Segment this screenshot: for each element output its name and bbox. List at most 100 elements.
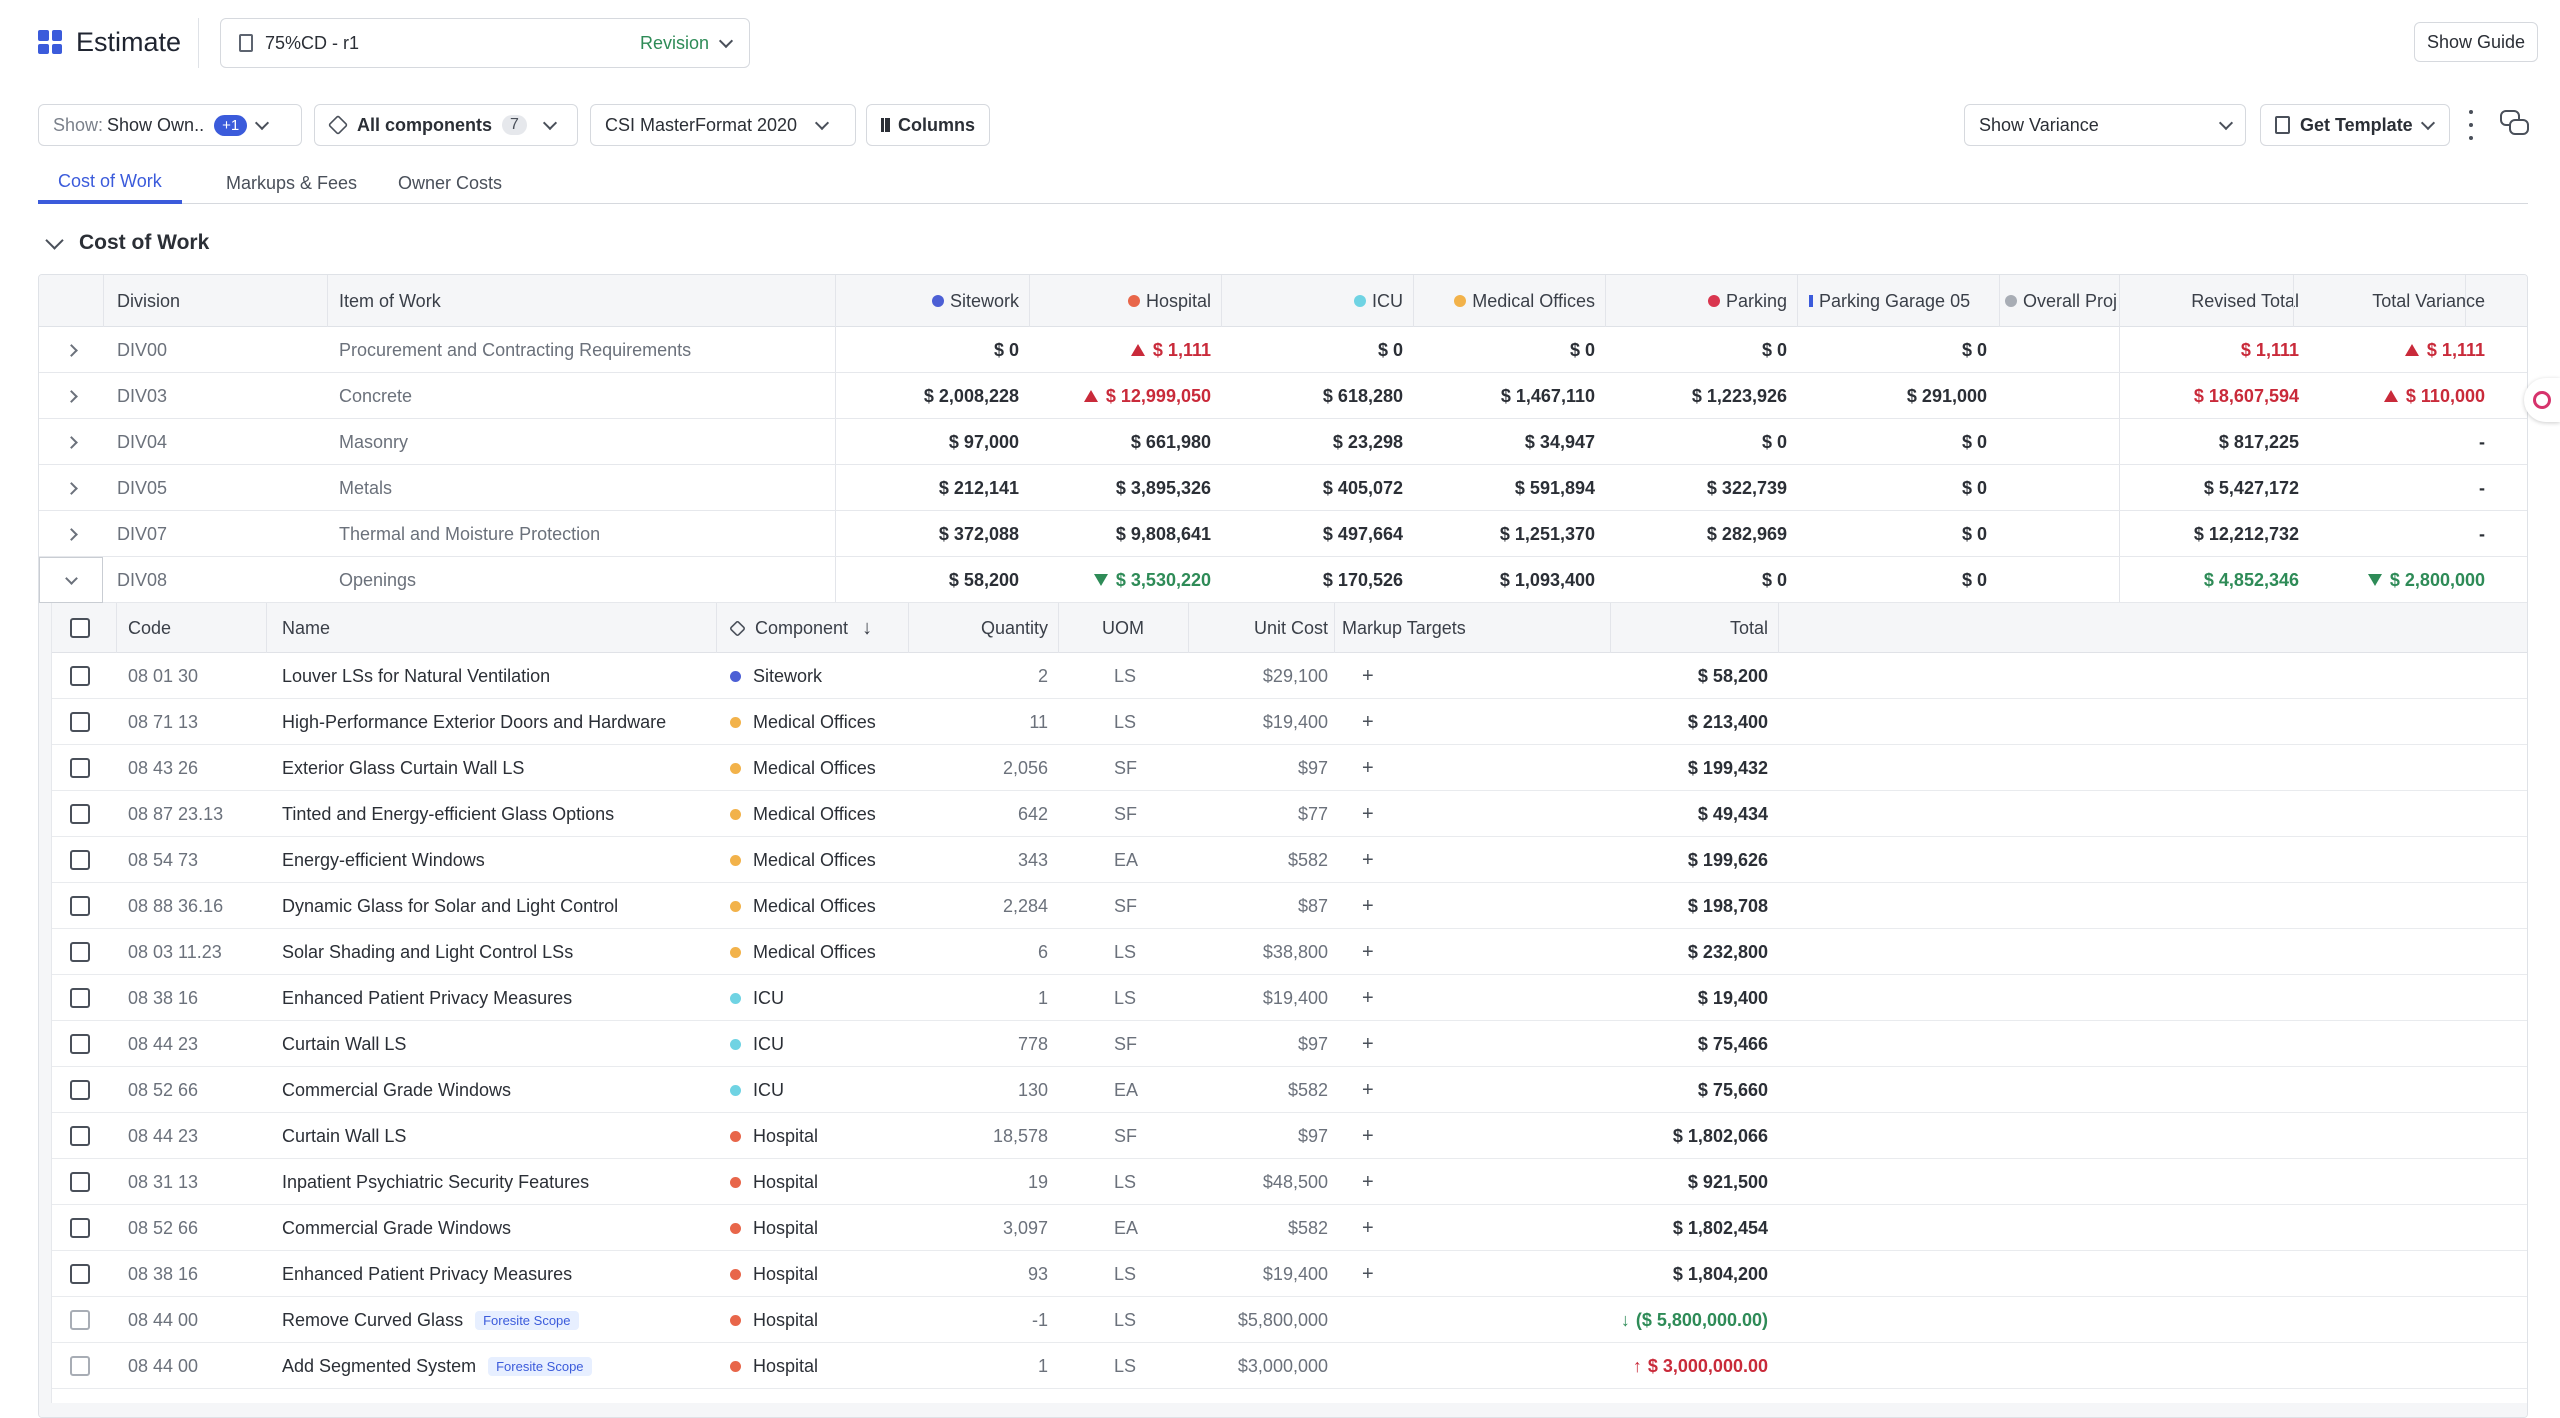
collapse-chevron-icon[interactable] <box>45 231 64 250</box>
row-select-cell[interactable] <box>70 1067 90 1113</box>
section-header[interactable]: Cost of Work <box>45 226 209 260</box>
cell-markup[interactable]: + <box>1362 883 1374 929</box>
cell-markup[interactable]: + <box>1362 1067 1374 1113</box>
columns-button[interactable]: Columns <box>866 104 990 146</box>
line-item-row[interactable]: 08 88 36.16 Dynamic Glass for Solar and L… <box>52 883 2527 929</box>
expand-row-icon[interactable] <box>39 327 103 373</box>
cell-markup[interactable]: + <box>1362 1113 1374 1159</box>
comments-icon[interactable] <box>2500 110 2530 138</box>
header-medical-offices[interactable]: Medical Offices <box>1417 275 1595 327</box>
cell-markup[interactable]: + <box>1362 837 1374 883</box>
row-select-cell[interactable] <box>70 1297 90 1343</box>
cell-markup[interactable]: + <box>1362 1205 1374 1251</box>
row-select-cell[interactable] <box>70 791 90 837</box>
row-checkbox[interactable] <box>70 758 90 778</box>
header-uom[interactable]: UOM <box>1102 617 1144 638</box>
row-select-cell[interactable] <box>70 837 90 883</box>
header-unit-cost[interactable]: Unit Cost <box>1253 617 1328 638</box>
line-item-row[interactable]: 08 43 26 Exterior Glass Curtain Wall LS Me… <box>52 745 2527 791</box>
row-checkbox[interactable] <box>70 1310 90 1330</box>
line-item-row[interactable]: 08 52 66 Commercial Grade Windows ICU 130 EA… <box>52 1067 2527 1113</box>
collapse-row-icon[interactable] <box>39 557 103 603</box>
tab-cost-of-work[interactable]: Cost of Work <box>38 162 182 204</box>
row-select-cell[interactable] <box>70 1343 90 1389</box>
header-total[interactable]: Total <box>1729 617 1768 638</box>
expand-row-icon[interactable] <box>39 373 103 419</box>
cell-markup[interactable]: + <box>1362 929 1374 975</box>
assistant-icon[interactable] <box>2524 378 2560 422</box>
row-checkbox[interactable] <box>70 804 90 824</box>
row-select-cell[interactable] <box>70 699 90 745</box>
line-item-row[interactable]: 08 38 16 Enhanced Patient Privacy Measure… <box>52 1251 2527 1297</box>
header-total-variance[interactable]: Total Variance <box>2372 290 2485 311</box>
row-select-cell[interactable] <box>70 653 90 699</box>
cell-markup[interactable]: + <box>1362 791 1374 837</box>
row-select-cell[interactable] <box>70 883 90 929</box>
expand-row-icon[interactable] <box>39 419 103 465</box>
cell-markup[interactable]: + <box>1362 1021 1374 1067</box>
cell-markup[interactable]: + <box>1362 975 1374 1021</box>
header-parking[interactable]: Parking <box>1609 275 1787 327</box>
header-hospital[interactable]: Hospital <box>1033 275 1211 327</box>
header-item-of-work[interactable]: Item of Work <box>339 290 441 311</box>
line-item-row[interactable]: 08 54 73 Energy-efficient Windows Medical … <box>52 837 2527 883</box>
row-select-cell[interactable] <box>70 1113 90 1159</box>
division-row[interactable]: DIV07 Thermal and Moisture Protection $ 37… <box>39 511 2527 557</box>
row-select-cell[interactable] <box>70 1021 90 1067</box>
division-row[interactable]: DIV08 Openings $ 58,200 $ 3,530,220 $ 170,52… <box>39 557 2527 603</box>
line-item-row[interactable]: 08 71 13 High-Performance Exterior Doors … <box>52 699 2527 745</box>
row-checkbox[interactable] <box>70 712 90 732</box>
row-select-cell[interactable] <box>70 1205 90 1251</box>
line-item-row[interactable]: 08 01 30 Louver LSs for Natural Ventilati… <box>52 653 2527 699</box>
line-item-row[interactable]: 08 44 00 Remove Curved Glass Foresite Scop… <box>52 1297 2527 1343</box>
line-item-row[interactable]: 08 44 00 Add Segmented System Foresite Sco… <box>52 1343 2527 1389</box>
cell-markup[interactable]: + <box>1362 699 1374 745</box>
header-name[interactable]: Name <box>282 617 331 638</box>
variance-dropdown[interactable]: Show Variance <box>1964 104 2246 146</box>
row-select-cell[interactable] <box>70 929 90 975</box>
row-checkbox[interactable] <box>70 1126 90 1146</box>
expand-row-icon[interactable] <box>39 465 103 511</box>
line-item-row[interactable]: 08 44 23 Curtain Wall LS Hospital 18,578 SF $… <box>52 1113 2527 1159</box>
tab-owner-costs[interactable]: Owner Costs <box>398 172 503 193</box>
header-code[interactable]: Code <box>128 617 172 638</box>
row-select-cell[interactable] <box>70 975 90 1021</box>
division-row[interactable]: DIV00 Procurement and Contracting Require… <box>39 327 2527 373</box>
header-sitework[interactable]: Sitework <box>839 275 1019 327</box>
document-select[interactable]: 75%CD - r1 Revision <box>220 18 750 68</box>
get-template-button[interactable]: Get Template <box>2260 104 2450 146</box>
line-item-row[interactable]: 08 03 11.23 Solar Shading and Light Contr… <box>52 929 2527 975</box>
cell-markup[interactable]: + <box>1362 1251 1374 1297</box>
row-checkbox[interactable] <box>70 666 90 686</box>
tab-markups-fees[interactable]: Markups & Fees <box>226 172 358 193</box>
line-item-row[interactable]: 08 38 16 Enhanced Patient Privacy Measure… <box>52 975 2527 1021</box>
header-revised-total[interactable]: Revised Total <box>2191 290 2299 311</box>
row-checkbox[interactable] <box>70 942 90 962</box>
header-component[interactable]: Component ↓ <box>729 603 872 653</box>
row-select-cell[interactable] <box>70 1159 90 1205</box>
cell-markup[interactable]: + <box>1362 1159 1374 1205</box>
header-markup-targets[interactable]: Markup Targets <box>1342 617 1466 638</box>
line-item-row[interactable]: 08 52 66 Commercial Grade Windows Hospital… <box>52 1205 2527 1251</box>
row-checkbox[interactable] <box>70 1172 90 1192</box>
header-icu[interactable]: ICU <box>1225 275 1403 327</box>
header-division[interactable]: Division <box>117 290 181 311</box>
division-row[interactable]: DIV04 Masonry $ 97,000 $ 661,980 $ 23,298 $ 3… <box>39 419 2527 465</box>
division-row[interactable]: DIV05 Metals $ 212,141 $ 3,895,326 $ 405,072… <box>39 465 2527 511</box>
header-parking-garage[interactable]: Parking Garage 05 <box>1809 275 2019 327</box>
more-options-icon[interactable] <box>2468 110 2474 140</box>
expand-row-icon[interactable] <box>39 511 103 557</box>
line-item-row[interactable]: 08 31 13 Inpatient Psychiatric Security F… <box>52 1159 2527 1205</box>
row-checkbox[interactable] <box>70 1218 90 1238</box>
row-checkbox[interactable] <box>70 896 90 916</box>
cell-markup[interactable]: + <box>1362 653 1374 699</box>
select-all-cell[interactable] <box>70 603 90 653</box>
line-item-row[interactable]: 08 44 23 Curtain Wall LS ICU 778 SF $97 + $ 75,… <box>52 1021 2527 1067</box>
row-select-cell[interactable] <box>70 1251 90 1297</box>
show-guide-button[interactable]: Show Guide <box>2413 22 2538 62</box>
row-checkbox[interactable] <box>70 1080 90 1100</box>
division-row[interactable]: DIV03 Concrete $ 2,008,228 $ 12,999,050 $ 61… <box>39 373 2527 419</box>
cell-markup[interactable]: + <box>1362 745 1374 791</box>
header-quantity[interactable]: Quantity <box>980 617 1048 638</box>
row-checkbox[interactable] <box>70 1264 90 1284</box>
